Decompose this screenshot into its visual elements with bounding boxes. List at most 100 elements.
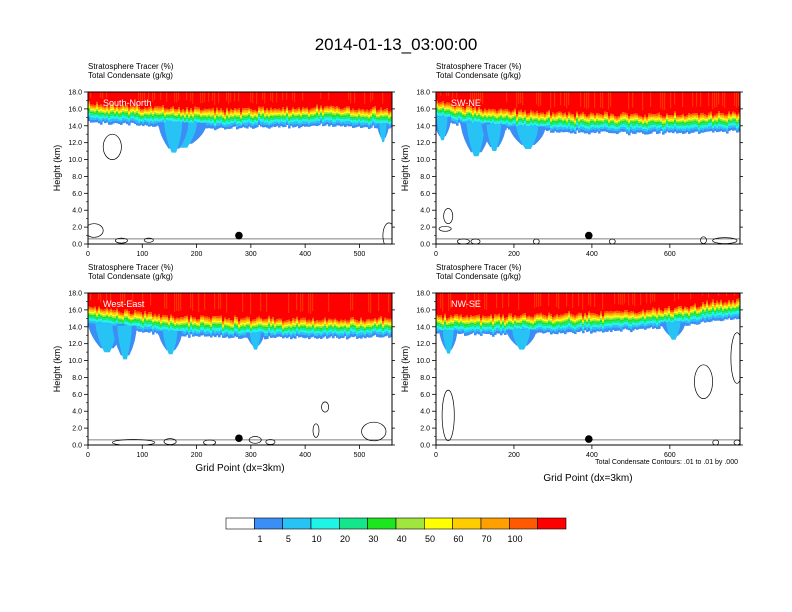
colorbar-swatch [452, 517, 482, 530]
y-tick-label: 16.0 [416, 106, 430, 113]
y-tick-label: 14.0 [416, 123, 430, 130]
x-tick-label: 200 [508, 251, 520, 258]
tracer-field [436, 92, 740, 244]
y-tick-label: 18.0 [416, 90, 430, 97]
colorbar-swatch [310, 517, 340, 530]
y-tick-label: 0.0 [420, 443, 430, 450]
y-tick-label: 18.0 [68, 90, 82, 97]
x-tick-label: 400 [299, 251, 311, 258]
y-tick-label: 16.0 [68, 106, 82, 113]
y-axis-label: Height (km) [52, 145, 62, 192]
panel-title-line: Total Condensate (g/kg) [436, 272, 521, 281]
colorbar-swatch [509, 517, 538, 530]
colorbar-swatch [339, 517, 368, 530]
tracer-field [88, 92, 392, 244]
y-tick-label: 2.0 [420, 225, 430, 232]
colorbar-label: 60 [453, 534, 463, 544]
colorbar-label: 5 [286, 534, 291, 544]
x-tick-label: 200 [191, 251, 203, 258]
tracer-field [436, 293, 740, 445]
colorbar-swatch [225, 517, 255, 530]
colorbar-swatch [254, 517, 283, 530]
y-tick-label: 12.0 [68, 140, 82, 147]
x-axis-label: Grid Point (dx=3km) [195, 463, 284, 474]
colorbar-swatch [480, 517, 510, 530]
panel-label: West-East [103, 299, 145, 309]
location-marker [235, 434, 243, 443]
y-tick-label: 16.0 [68, 307, 82, 314]
colorbar: 1 5 10 20 30 40 50 60 70 100 [225, 517, 567, 544]
tracer-field [88, 293, 392, 445]
y-tick-label: 10.0 [416, 157, 430, 164]
location-marker [584, 231, 593, 240]
location-marker [235, 231, 243, 240]
y-tick-label: 2.0 [72, 225, 82, 232]
panel-title-line: Stratosphere Tracer (%) [436, 62, 522, 71]
y-tick-label: 12.0 [416, 140, 430, 147]
x-tick-label: 100 [136, 452, 148, 459]
y-tick-label: 12.0 [68, 341, 82, 348]
figure-title: 2014-01-13_03:00:00 [315, 35, 478, 54]
x-tick-label: 600 [664, 452, 676, 459]
x-tick-label: 200 [191, 452, 203, 459]
x-tick-label: 0 [434, 452, 438, 459]
y-tick-label: 16.0 [416, 307, 430, 314]
panel-title-line: Stratosphere Tracer (%) [88, 263, 174, 272]
y-tick-label: 14.0 [68, 324, 82, 331]
x-tick-label: 200 [508, 452, 520, 459]
y-axis-label: Height (km) [400, 346, 410, 393]
colorbar-label: 50 [425, 534, 435, 544]
y-tick-label: 4.0 [72, 409, 82, 416]
y-tick-label: 12.0 [416, 341, 430, 348]
y-tick-label: 14.0 [416, 324, 430, 331]
y-tick-label: 0.0 [72, 242, 82, 249]
x-tick-label: 500 [354, 452, 366, 459]
x-tick-label: 400 [586, 452, 598, 459]
panel-2: 0.0 2.0 4.0 6.0 8.0 10.0 12.0 14.0 16.0 18.0 0 100 2… [52, 263, 395, 474]
x-tick-label: 600 [664, 251, 676, 258]
x-axis-label: Grid Point (dx=3km) [543, 473, 632, 484]
y-tick-label: 10.0 [68, 358, 82, 365]
x-tick-label: 400 [586, 251, 598, 258]
colorbar-label: 100 [507, 534, 522, 544]
y-tick-label: 6.0 [72, 392, 82, 399]
colorbar-swatch [282, 517, 312, 530]
panel-3: 0.0 2.0 4.0 6.0 8.0 10.0 12.0 14.0 16.0 18.0 0 200 4… [400, 263, 743, 484]
y-tick-label: 10.0 [416, 358, 430, 365]
x-tick-label: 300 [245, 251, 257, 258]
panel-1: 0.0 2.0 4.0 6.0 8.0 10.0 12.0 14.0 16.0 18.0 0 200 4… [400, 62, 743, 258]
colorbar-label: 30 [368, 534, 378, 544]
colorbar-label: 10 [312, 534, 322, 544]
panel-title-line: Total Condensate (g/kg) [88, 272, 173, 281]
y-tick-label: 6.0 [72, 191, 82, 198]
y-tick-label: 18.0 [68, 291, 82, 298]
x-tick-label: 0 [434, 251, 438, 258]
y-tick-label: 0.0 [72, 443, 82, 450]
colorbar-label: 70 [482, 534, 492, 544]
x-tick-label: 400 [299, 452, 311, 459]
colorbar-swatch [367, 517, 397, 530]
panel-title-line: Total Condensate (g/kg) [436, 71, 521, 80]
y-tick-label: 4.0 [420, 409, 430, 416]
contour-note: Total Condensate Contours: .01 to .01 by… [595, 459, 738, 466]
colorbar-swatch [424, 517, 453, 530]
panels: 0.0 2.0 4.0 6.0 8.0 10.0 12.0 14.0 16.0 18.0 0 100 2… [52, 62, 743, 484]
y-tick-label: 4.0 [420, 208, 430, 215]
y-tick-label: 2.0 [420, 426, 430, 433]
y-tick-label: 8.0 [420, 174, 430, 181]
x-tick-label: 0 [86, 452, 90, 459]
y-tick-label: 14.0 [68, 123, 82, 130]
y-tick-label: 6.0 [420, 191, 430, 198]
y-tick-label: 2.0 [72, 426, 82, 433]
panel-title-line: Stratosphere Tracer (%) [436, 263, 522, 272]
y-tick-label: 10.0 [68, 157, 82, 164]
colorbar-label: 40 [397, 534, 407, 544]
x-tick-label: 300 [245, 452, 257, 459]
x-tick-label: 500 [354, 251, 366, 258]
y-tick-label: 6.0 [420, 392, 430, 399]
x-tick-label: 100 [136, 251, 148, 258]
y-axis-label: Height (km) [52, 346, 62, 393]
panel-0: 0.0 2.0 4.0 6.0 8.0 10.0 12.0 14.0 16.0 18.0 0 100 2… [52, 62, 395, 258]
